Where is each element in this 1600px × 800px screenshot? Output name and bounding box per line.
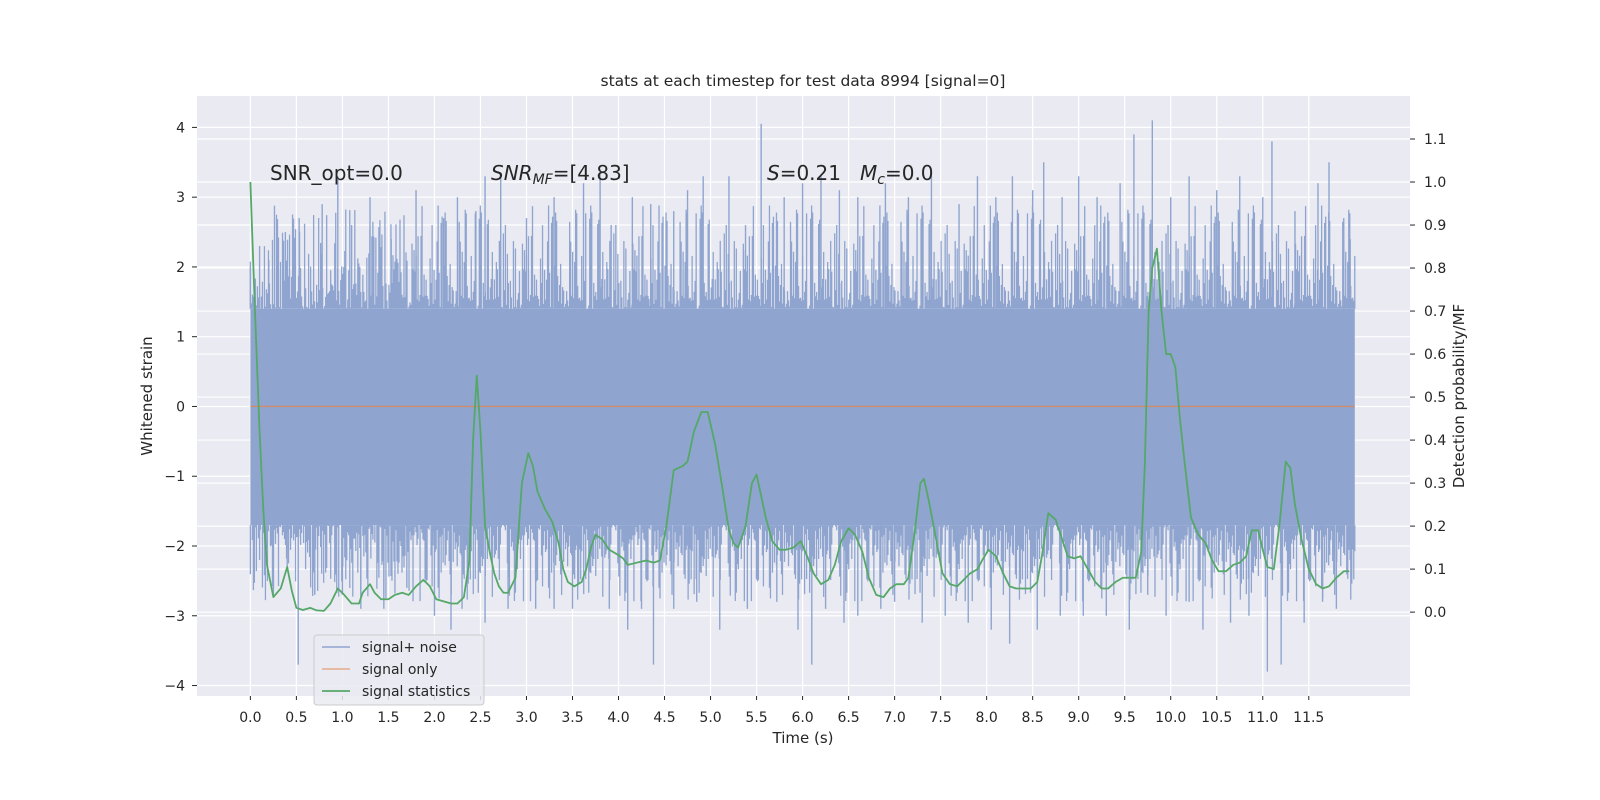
x-tick-label-12: 6.0	[791, 710, 813, 726]
x-tick-label-15: 7.5	[929, 710, 951, 726]
x-tick-label-0: 0.0	[239, 710, 261, 726]
x-tick-label-1: 0.5	[285, 710, 307, 726]
signal-statistics-line	[249, 181, 1350, 612]
y-right-tick-label-8: 0.3	[1424, 476, 1446, 492]
x-tick-label-19: 9.5	[1114, 710, 1136, 726]
x-axis-label: Time (s)	[772, 729, 834, 747]
annotation-mc: Mc=0.0	[860, 161, 934, 188]
x-tick-label-21: 10.5	[1201, 710, 1232, 726]
x-tick-label-11: 5.5	[745, 710, 767, 726]
annotation-snr-mf-sub: MF	[533, 172, 554, 188]
y-right-tick-label-10: 0.1	[1424, 562, 1446, 578]
y-left-tick-label-7: −3	[164, 609, 185, 625]
annotation-mc-label: M	[860, 161, 877, 185]
x-tick-label-3: 1.5	[377, 710, 399, 726]
annotation-mc-sub: c	[877, 172, 885, 188]
y-right-tick-labels: 1.1 1.0 0.9 0.8 0.7 0.6 0.5 0.4 0.3 0.2 0.1 0.0	[1410, 132, 1446, 621]
x-tick-label-4: 2.0	[423, 710, 445, 726]
y-left-tick-label-0: 4	[176, 120, 185, 136]
chart-title: stats at each timestep for test data 899…	[601, 72, 1006, 90]
y-right-tick-label-11: 0.0	[1424, 605, 1446, 621]
x-tick-label-10: 5.0	[699, 710, 721, 726]
x-tick-label-22: 11.0	[1247, 710, 1278, 726]
x-tick-label-14: 7.0	[883, 710, 905, 726]
annotation-s: S=0.21	[767, 161, 841, 185]
y-left-tick-label-8: −4	[164, 679, 185, 695]
annotation-snr-mf: SNRMF=[4.83]	[491, 161, 630, 188]
x-tick-label-5: 2.5	[469, 710, 491, 726]
x-tick-labels: 0.0 0.5 1.0 1.5 2.0 2.5 3.0 3.5 4.0 4.5 5.0 5.5 6.0 6…	[239, 696, 1324, 726]
x-tick-label-2: 1.0	[331, 710, 353, 726]
annotation-s-value: =0.21	[780, 161, 841, 185]
legend-label-stats: signal statistics	[362, 684, 470, 700]
annotation-s-label: S	[767, 161, 780, 185]
y-axis-label-right: Detection probability/MF	[1450, 304, 1468, 488]
annotation-snr-mf-main: SNR	[491, 161, 533, 185]
annotation-snr-mf-value: =[4.83]	[553, 161, 630, 185]
y-right-tick-label-6: 0.5	[1424, 390, 1446, 406]
y-left-tick-label-5: −1	[164, 469, 185, 485]
noise-band	[250, 308, 1355, 526]
x-tick-label-9: 4.5	[653, 710, 675, 726]
y-right-tick-label-1: 1.0	[1424, 175, 1446, 191]
y-right-tick-label-3: 0.8	[1424, 261, 1446, 277]
x-tick-label-18: 9.0	[1068, 710, 1090, 726]
y-left-tick-label-6: −2	[164, 539, 185, 555]
x-tick-label-7: 3.5	[561, 710, 583, 726]
signal-statistics-series	[249, 181, 1350, 612]
legend-label-signal: signal only	[362, 662, 437, 678]
y-axis-label-left: Whitened strain	[138, 336, 156, 455]
x-tick-label-6: 3.0	[515, 710, 537, 726]
y-left-tick-label-2: 2	[176, 260, 185, 276]
y-right-tick-label-4: 0.7	[1424, 304, 1446, 320]
y-right-tick-label-0: 1.1	[1424, 132, 1446, 148]
legend-label-noise: signal+ noise	[362, 640, 457, 656]
y-left-tick-label-1: 3	[176, 190, 185, 206]
x-tick-label-8: 4.0	[607, 710, 629, 726]
y-right-tick-label-9: 0.2	[1424, 519, 1446, 535]
legend-box	[313, 634, 485, 706]
x-tick-label-23: 11.5	[1293, 710, 1324, 726]
x-tick-label-13: 6.5	[837, 710, 859, 726]
legend: signal+ noise signal only signal statist…	[313, 634, 485, 706]
annotation-mc-value: =0.0	[885, 161, 934, 185]
y-left-tick-labels: 4 3 2 1 0 −1 −2 −3 −4	[164, 120, 197, 695]
y-right-tick-label-5: 0.6	[1424, 347, 1446, 363]
y-left-tick-label-3: 1	[176, 330, 185, 346]
annotation-snr-opt: SNR_opt=0.0	[270, 161, 403, 185]
y-right-tick-label-7: 0.4	[1424, 433, 1446, 449]
x-tick-label-17: 8.5	[1022, 710, 1044, 726]
noise-lower-oscillation	[249, 525, 1356, 602]
x-tick-label-16: 8.0	[976, 710, 998, 726]
signal-noise-series	[249, 120, 1356, 672]
x-tick-label-20: 10.0	[1155, 710, 1186, 726]
y-right-tick-label-2: 0.9	[1424, 218, 1446, 234]
y-left-tick-label-4: 0	[176, 399, 185, 415]
